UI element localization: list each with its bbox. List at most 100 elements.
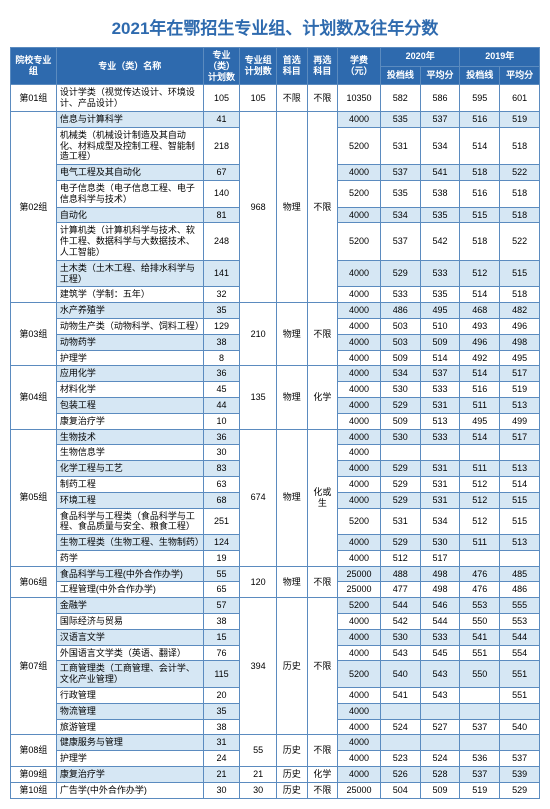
major-cell: 食品科学与工程(中外合作办学) (56, 566, 203, 582)
avg20-cell: 524 (420, 751, 460, 767)
avg20-cell: 517 (420, 550, 460, 566)
cutoff19-cell: 468 (460, 303, 500, 319)
cutoff20-cell: 534 (380, 366, 420, 382)
tuition-cell: 4000 (338, 303, 381, 319)
cutoff20-cell: 537 (380, 223, 420, 260)
avg19-cell: 495 (500, 350, 540, 366)
avg19-cell: 551 (500, 688, 540, 704)
first-sub-cell: 历史 (277, 598, 308, 735)
avg20-cell: 542 (420, 223, 460, 260)
cutoff20-cell: 504 (380, 782, 420, 798)
tuition-cell: 4000 (338, 429, 381, 445)
avg20-cell: 586 (420, 85, 460, 112)
major-cell: 设计学类（视觉传达设计、环境设计、产品设计） (56, 85, 203, 112)
tuition-cell: 4000 (338, 111, 381, 127)
avg20-cell: 513 (420, 413, 460, 429)
avg20-cell: 545 (420, 645, 460, 661)
avg19-cell: 519 (500, 382, 540, 398)
tuition-cell: 5200 (338, 180, 381, 207)
avg19-cell: 515 (500, 492, 540, 508)
th-major-plan: 专业（类）计划数 (203, 48, 240, 85)
cutoff20-cell: 503 (380, 334, 420, 350)
group-cell: 第03组 (11, 303, 57, 366)
major-cell: 材料化学 (56, 382, 203, 398)
table-row: 第10组广告学(中外合作办学)3030历史不限25000504509519529 (11, 782, 540, 798)
avg19-cell: 555 (500, 598, 540, 614)
avg20-cell: 514 (420, 350, 460, 366)
group-cell: 第06组 (11, 566, 57, 598)
cutoff19-cell: 515 (460, 207, 500, 223)
plan-cell: 124 (203, 535, 240, 551)
cutoff19-cell: 536 (460, 751, 500, 767)
cutoff19-cell: 551 (460, 645, 500, 661)
table-row: 第06组食品科学与工程(中外合作办学)55120物理不限250004884984… (11, 566, 540, 582)
th-group: 院校专业组 (11, 48, 57, 85)
avg20-cell: 495 (420, 303, 460, 319)
group-cell: 第05组 (11, 429, 57, 566)
tuition-cell: 4000 (338, 719, 381, 735)
plan-cell: 248 (203, 223, 240, 260)
group-plan-cell: 21 (240, 767, 277, 783)
tuition-cell: 25000 (338, 582, 381, 598)
major-cell: 康复治疗学 (56, 767, 203, 783)
cutoff19-cell: 496 (460, 334, 500, 350)
plan-cell: 115 (203, 661, 240, 688)
tuition-cell: 4000 (338, 535, 381, 551)
re-sub-cell: 化学 (307, 767, 338, 783)
plan-cell: 41 (203, 111, 240, 127)
major-cell: 生物工程类（生物工程、生物制药） (56, 535, 203, 551)
plan-cell: 68 (203, 492, 240, 508)
cutoff20-cell: 524 (380, 719, 420, 735)
plan-cell: 38 (203, 614, 240, 630)
plan-cell: 32 (203, 287, 240, 303)
plan-cell: 35 (203, 303, 240, 319)
major-cell: 旅游管理 (56, 719, 203, 735)
cutoff20-cell: 477 (380, 582, 420, 598)
major-cell: 药学 (56, 550, 203, 566)
plan-cell: 30 (203, 445, 240, 461)
avg19-cell: 498 (500, 334, 540, 350)
avg20-cell: 531 (420, 461, 460, 477)
cutoff20-cell: 533 (380, 287, 420, 303)
plan-cell: 141 (203, 260, 240, 287)
tuition-cell: 4000 (338, 318, 381, 334)
cutoff20-cell (380, 735, 420, 751)
tuition-cell: 4000 (338, 629, 381, 645)
first-sub-cell: 物理 (277, 429, 308, 566)
group-plan-cell: 968 (240, 111, 277, 302)
re-sub-cell: 不限 (307, 782, 338, 798)
first-sub-cell: 历史 (277, 767, 308, 783)
plan-cell: 63 (203, 476, 240, 492)
cutoff20-cell: 526 (380, 767, 420, 783)
cutoff20-cell: 509 (380, 413, 420, 429)
group-plan-cell: 105 (240, 85, 277, 112)
cutoff19-cell: 495 (460, 413, 500, 429)
th-major: 专业（类）名称 (56, 48, 203, 85)
plan-cell: 21 (203, 767, 240, 783)
major-cell: 生物技术 (56, 429, 203, 445)
cutoff19-cell (460, 445, 500, 461)
tuition-cell: 4000 (338, 287, 381, 303)
plan-cell: 105 (203, 85, 240, 112)
cutoff19-cell: 512 (460, 508, 500, 535)
first-sub-cell: 物理 (277, 566, 308, 598)
tuition-cell: 4000 (338, 550, 381, 566)
tuition-cell: 4000 (338, 413, 381, 429)
avg19-cell: 515 (500, 260, 540, 287)
major-cell: 土木类（土木工程、给排水科学与工程） (56, 260, 203, 287)
avg20-cell: 535 (420, 287, 460, 303)
tuition-cell: 4000 (338, 165, 381, 181)
avg20-cell: 537 (420, 366, 460, 382)
cutoff20-cell: 530 (380, 382, 420, 398)
group-cell: 第08组 (11, 735, 57, 767)
group-plan-cell: 120 (240, 566, 277, 598)
major-cell: 行政管理 (56, 688, 203, 704)
cutoff19-cell: 476 (460, 566, 500, 582)
table-row: 第03组水产养殖学35210物理不限4000486495468482 (11, 303, 540, 319)
avg19-cell: 518 (500, 180, 540, 207)
avg20-cell: 531 (420, 492, 460, 508)
avg19-cell: 514 (500, 476, 540, 492)
tuition-cell: 4000 (338, 476, 381, 492)
major-cell: 应用化学 (56, 366, 203, 382)
tuition-cell: 4000 (338, 703, 381, 719)
